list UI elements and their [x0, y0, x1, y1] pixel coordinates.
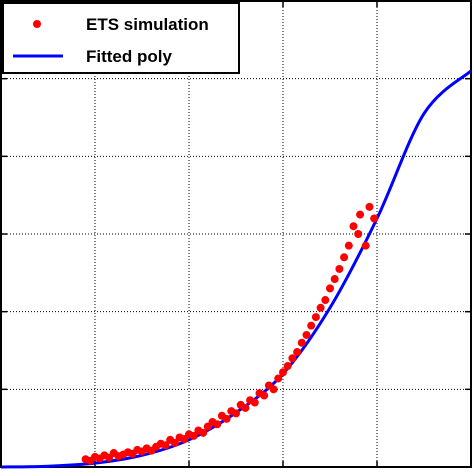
ets-point-59	[356, 210, 365, 219]
ets-point-44	[288, 354, 297, 363]
ets-point-34	[241, 403, 250, 412]
ets-point-62	[370, 214, 379, 223]
ets-point-54	[335, 264, 344, 273]
ets-point-55	[340, 253, 349, 262]
ets-point-38	[260, 391, 269, 400]
ets-point-43	[283, 362, 292, 371]
legend-marker-ets	[33, 20, 41, 28]
ets-point-40	[269, 385, 278, 394]
legend: ETS simulation Fitted poly	[2, 2, 240, 74]
ets-point-17	[161, 441, 170, 450]
legend-box	[2, 2, 240, 74]
ets-point-61	[365, 202, 374, 211]
ets-point-32	[232, 409, 240, 418]
ets-point-53	[330, 275, 339, 284]
scatter-points-layer	[81, 202, 379, 465]
ets-point-30	[222, 414, 231, 423]
axis-ticks	[1, 1, 472, 467]
ets-point-60	[361, 241, 370, 250]
ets-point-57	[349, 222, 358, 231]
ets-point-41	[274, 374, 283, 383]
ets-point-19	[170, 438, 179, 447]
ets-point-48	[307, 321, 316, 330]
ets-point-42	[279, 368, 287, 377]
ets-point-36	[250, 398, 259, 407]
ets-point-58	[354, 230, 363, 238]
ets-point-46	[297, 338, 306, 347]
ets-point-51	[321, 296, 330, 305]
ets-point-47	[302, 330, 311, 339]
legend-label-ets: ETS simulation	[86, 15, 209, 34]
ets-point-49	[311, 313, 320, 322]
ets-point-23	[189, 431, 198, 440]
grid	[1, 1, 472, 467]
ets-point-50	[316, 303, 325, 312]
ets-point-28	[213, 420, 222, 429]
ets-point-56	[344, 241, 353, 250]
ets-point-52	[326, 284, 334, 293]
legend-label-fitted: Fitted poly	[86, 47, 172, 66]
ets-point-45	[293, 348, 302, 357]
ets-point-25	[199, 428, 208, 437]
